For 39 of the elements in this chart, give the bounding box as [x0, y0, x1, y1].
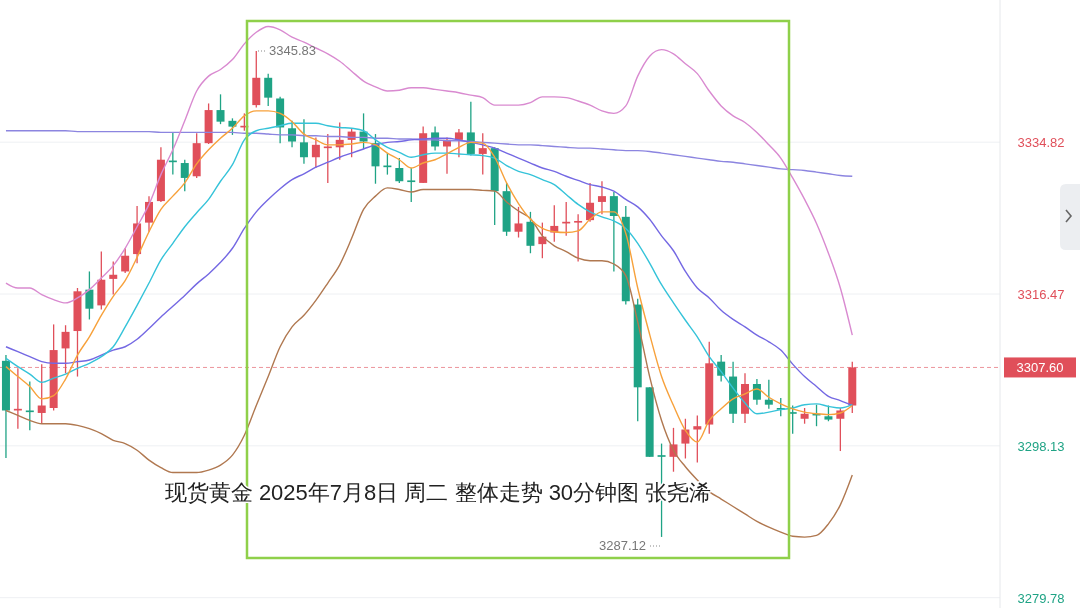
annotation: 3345.83	[269, 43, 316, 58]
candlestick	[25, 380, 34, 431]
candlestick	[311, 136, 320, 169]
y-tick-label: 3279.78	[1017, 590, 1065, 606]
candlestick	[395, 157, 404, 184]
candlestick	[454, 128, 463, 158]
candlestick	[514, 206, 523, 239]
candlestick	[299, 118, 308, 165]
candlestick	[37, 363, 46, 425]
line-series	[5, 130, 853, 177]
candlestick	[145, 195, 153, 233]
candlestick	[466, 101, 475, 157]
candlestick	[526, 211, 535, 254]
ref-line-label: 3307.60	[1016, 360, 1064, 376]
candlestick	[681, 418, 690, 460]
candlestick	[788, 404, 797, 435]
line-series	[5, 187, 853, 538]
candlestick	[752, 378, 761, 406]
line-series	[5, 25, 853, 336]
candlestick	[61, 324, 70, 374]
candlestick	[597, 180, 606, 215]
y-tick-label: 3334.82	[1017, 135, 1065, 151]
candlestick	[264, 73, 273, 107]
candlestick	[764, 379, 773, 410]
y-tick-label: 3316.47	[1017, 287, 1065, 303]
candlestick	[609, 191, 618, 273]
candlestick	[693, 414, 702, 464]
y-tick-label: 3298.13	[1017, 438, 1065, 454]
candlestick	[323, 133, 332, 184]
candlestick	[574, 213, 583, 263]
candlestick	[85, 270, 94, 321]
candlestick	[407, 167, 416, 203]
candlestick	[121, 247, 130, 274]
annotation: 3287.12	[599, 538, 646, 553]
candlestick	[109, 260, 118, 296]
candlestick	[180, 159, 189, 192]
candlestick	[478, 132, 487, 176]
candlestick	[836, 407, 845, 452]
candlestick	[216, 93, 225, 125]
